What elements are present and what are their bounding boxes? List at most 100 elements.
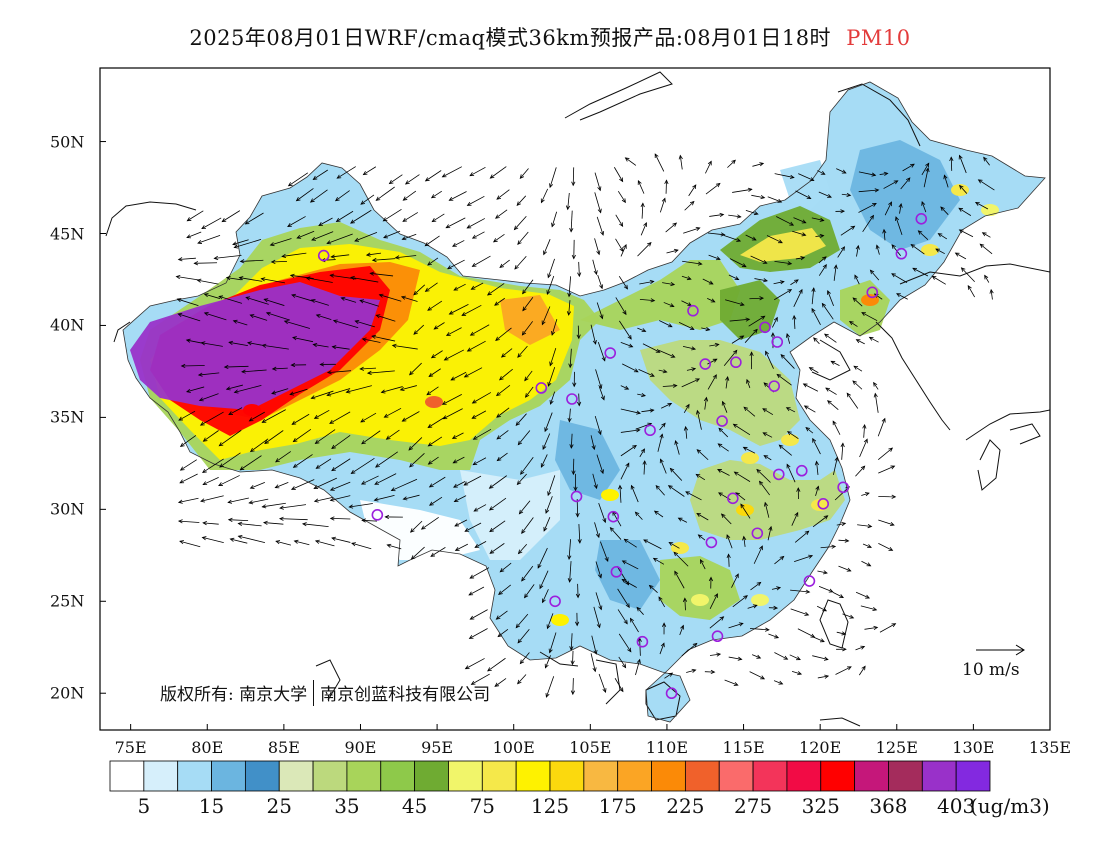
colorbar-swatch [481, 760, 517, 792]
wind-arrow [745, 210, 758, 215]
wind-arrow [204, 293, 221, 299]
wind-arrow-head [495, 214, 500, 219]
wind-arrow-head [549, 183, 554, 189]
wind-arrow-head [595, 533, 600, 539]
wind-arrow-head [797, 671, 803, 676]
wind-arrow [642, 343, 660, 353]
wind-arrow-head [577, 272, 582, 278]
wind-arrow-head [178, 416, 184, 421]
station-marker [566, 393, 578, 405]
wind-arrow [413, 284, 426, 296]
wind-arrow-head [541, 598, 546, 604]
wind-arrow [489, 520, 506, 532]
wind-arrow-head [569, 227, 574, 233]
hotspot-patch [425, 396, 443, 408]
wind-arrow [181, 365, 205, 367]
colorbar-swatch [617, 760, 652, 792]
wind-arrow-head [740, 503, 745, 509]
wind-arrow-head [175, 274, 181, 280]
wind-arrow [631, 485, 639, 503]
wind-arrow-head [863, 438, 868, 444]
wind-arrow [176, 276, 200, 281]
wind-arrow-head [822, 263, 827, 269]
wind-arrow [467, 218, 486, 229]
blue-northeast [850, 140, 960, 250]
wind-arrow-head [958, 154, 963, 160]
colorbar-label: 275 [733, 794, 773, 818]
wind-arrow [270, 238, 292, 246]
wind-arrow [568, 408, 571, 422]
colorbar-swatch [380, 760, 416, 792]
light-green-band [740, 228, 826, 262]
wind-arrow-head [596, 623, 601, 629]
wind-arrow-head [592, 667, 597, 673]
wind-arrow-head [672, 222, 678, 227]
wind-arrow-head [718, 492, 723, 497]
wind-arrow-head [373, 497, 379, 502]
wind-arrow-head [640, 448, 645, 454]
wind-arrow-head [239, 259, 245, 264]
wind-arrow [665, 222, 677, 233]
wind-arrow [862, 543, 872, 548]
wind-arrow [410, 520, 423, 533]
wind-arrow-head [245, 296, 251, 301]
wind-arrow-head [891, 623, 897, 628]
wind-arrow-head [544, 427, 549, 433]
wind-arrow-head [695, 473, 701, 478]
wind-arrow [384, 407, 402, 418]
copyright-text: 版权所有: 南京大学 南京创蓝科技有限公司 [160, 680, 490, 706]
wind-arrow-head [653, 510, 659, 515]
wind-arrow-head [841, 169, 847, 174]
wind-arrow-head [643, 539, 648, 544]
wind-arrow [467, 340, 486, 352]
wind-arrow [857, 524, 872, 527]
wind-arrow [859, 439, 868, 458]
wind-arrow-head [571, 470, 576, 476]
station-marker [549, 595, 561, 608]
wind-arrow-head [470, 285, 476, 290]
wind-arrow [749, 628, 769, 631]
y-tick-label: 30N [50, 499, 85, 519]
wind-arrow-head [262, 520, 268, 525]
wind-arrow [443, 408, 463, 420]
wind-arrow-head [517, 353, 522, 358]
wind-arrow [287, 216, 306, 227]
wind-arrow [637, 180, 645, 194]
wind-arrow-head [891, 244, 896, 249]
wind-arrow-head [827, 193, 832, 198]
wind-arrow [473, 504, 487, 512]
wind-arrow-head [660, 642, 665, 648]
wind-arrow-head [388, 179, 394, 185]
wind-arrow-head [820, 638, 825, 643]
colorbar-swatch [651, 760, 686, 792]
wind-arrow-head [891, 273, 896, 278]
white-tibet-patch [360, 500, 480, 560]
wind-arrow [524, 584, 535, 598]
wind-arrow-head [862, 423, 867, 429]
wind-arrow [519, 500, 531, 514]
wind-arrow [542, 433, 551, 450]
wind-arrow [982, 232, 991, 238]
wind-arrow-head [831, 544, 837, 549]
wind-arrow-head [873, 381, 878, 387]
wind-arrow-head [193, 261, 199, 266]
station-marker [915, 212, 928, 225]
wind-arrow [811, 288, 815, 305]
wind-arrow [708, 254, 721, 260]
wind-arrow-head [359, 299, 365, 304]
wind-arrow-head [424, 177, 430, 182]
wind-arrow [379, 294, 402, 302]
wind-arrow [635, 423, 652, 430]
wind-arrow [354, 232, 378, 242]
wind-arrow [673, 551, 689, 567]
wind-arrow-head [697, 261, 703, 266]
wind-arrow-head [312, 342, 318, 348]
x-tick-label: 110E [645, 738, 689, 757]
wind-arrow [827, 290, 834, 306]
wind-arrow [381, 386, 403, 393]
wind-arrow-head [854, 274, 859, 280]
wind-arrow [734, 471, 751, 482]
wind-arrow [935, 248, 945, 255]
wind-arrow-head [989, 288, 994, 294]
y-tick-label: 35N [50, 407, 85, 427]
